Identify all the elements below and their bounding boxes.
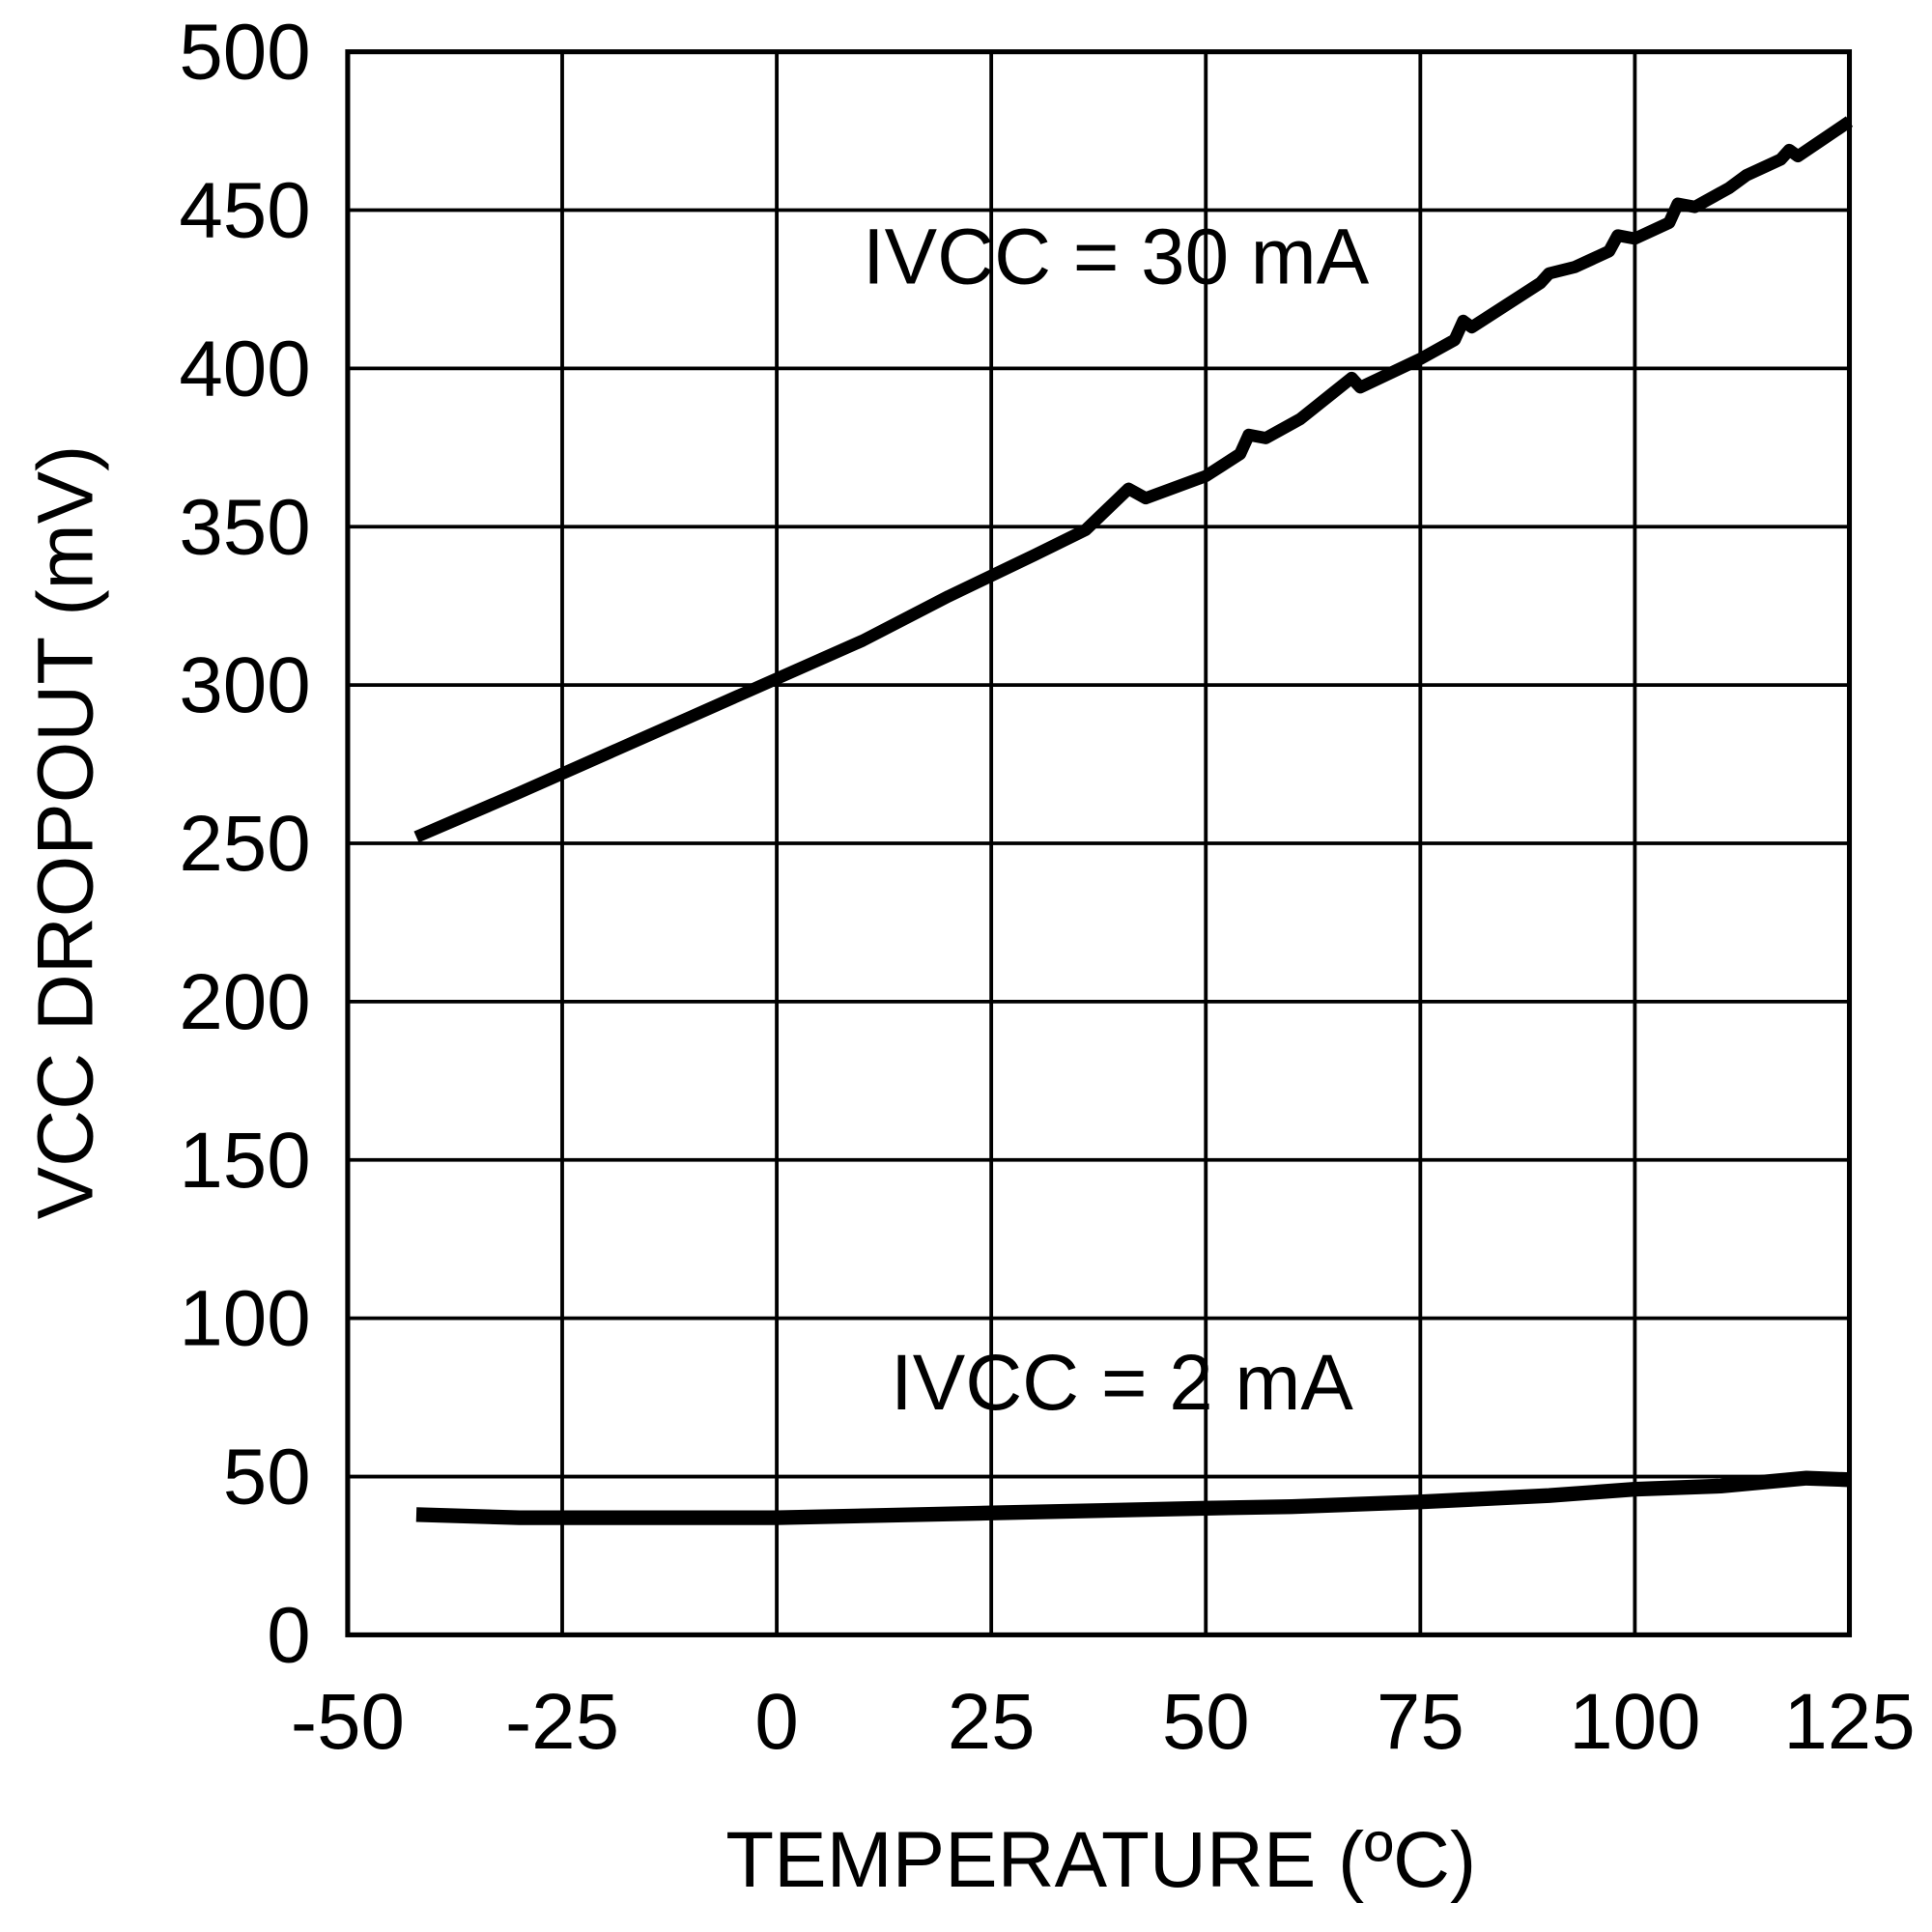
x-axis-label: TEMPERATURE (ºC) — [725, 1816, 1476, 1904]
x-tick-label: 100 — [1569, 1678, 1700, 1766]
y-tick-label: 500 — [179, 9, 310, 97]
x-tick-label: -25 — [505, 1678, 619, 1766]
y-tick-label: 50 — [223, 1434, 311, 1521]
x-tick-label: 125 — [1783, 1678, 1915, 1766]
x-tick-label: 50 — [1162, 1678, 1250, 1766]
y-tick-label: 150 — [179, 1117, 310, 1205]
annotation-2ma: IVCC = 2 mA — [891, 1339, 1353, 1427]
y-tick-label: 200 — [179, 958, 310, 1046]
plot-frame — [345, 49, 1853, 1637]
x-tick-label: -50 — [291, 1678, 405, 1766]
y-tick-label: 450 — [179, 167, 310, 255]
y-tick-label: 300 — [179, 641, 310, 729]
y-tick-label: 0 — [267, 1591, 310, 1679]
series-line-30ma — [413, 116, 1854, 843]
x-tick-label: 75 — [1377, 1678, 1464, 1766]
x-tick-label: 0 — [754, 1678, 798, 1766]
y-tick-label: 400 — [179, 325, 310, 412]
series-line-2ma — [415, 1470, 1850, 1525]
y-axis-label: VCC DROPOUT (mV) — [22, 445, 110, 1220]
y-tick-label: 250 — [179, 800, 310, 888]
y-tick-label: 100 — [179, 1275, 310, 1363]
y-tick-label: 350 — [179, 483, 310, 571]
annotation-30ma: IVCC = 30 mA — [863, 213, 1370, 301]
x-tick-label: 25 — [948, 1678, 1036, 1766]
